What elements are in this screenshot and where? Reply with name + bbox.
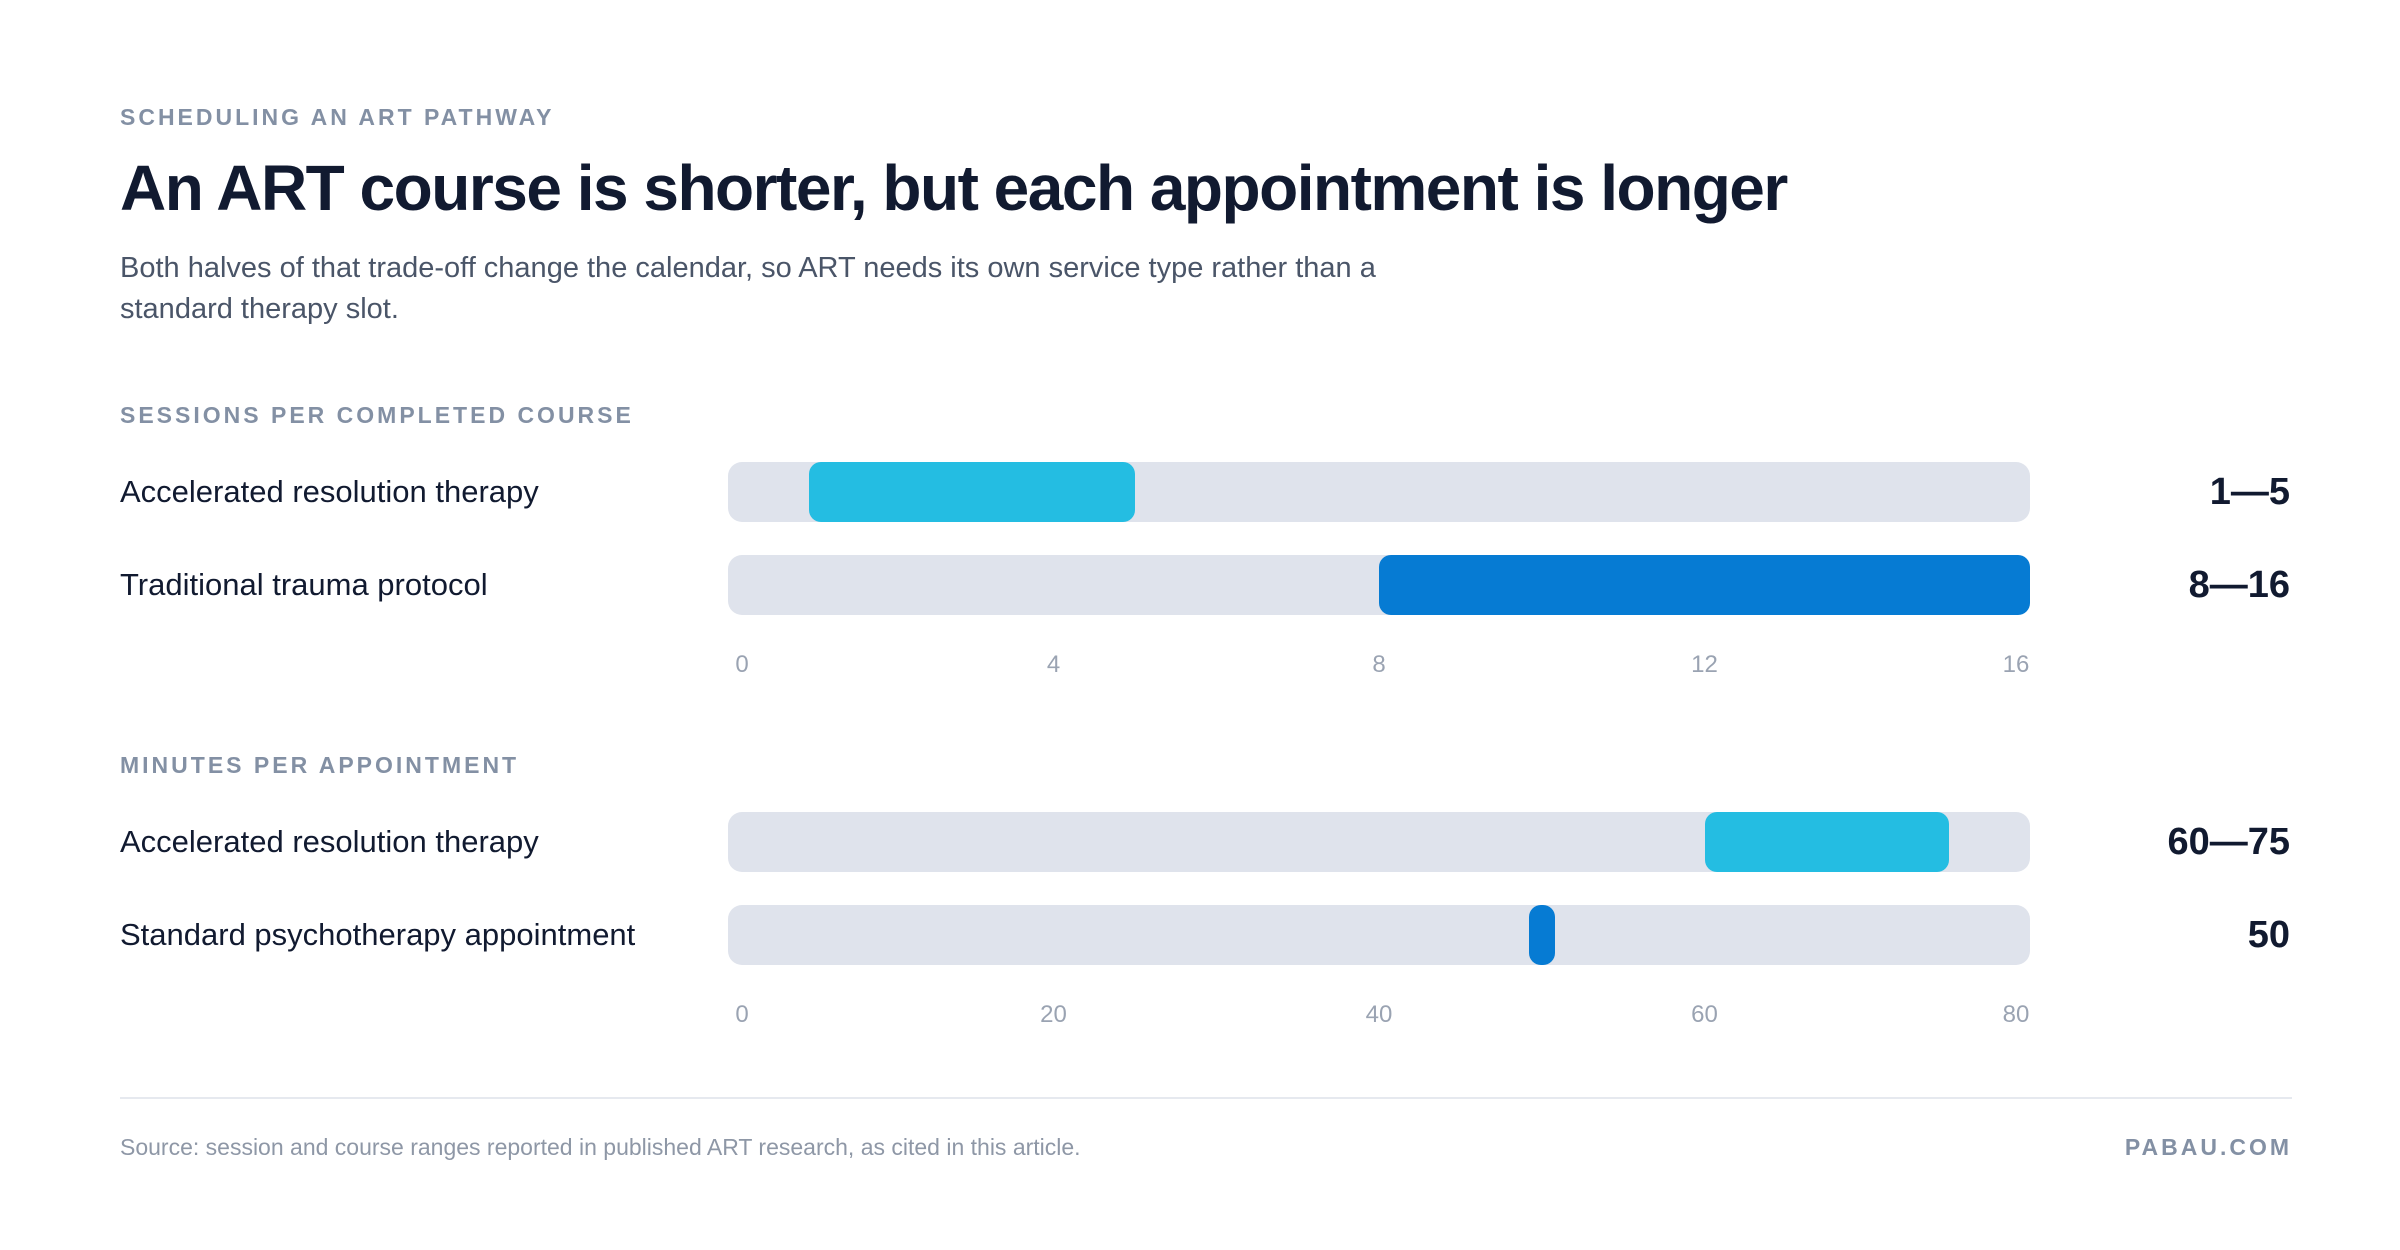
bar-range	[1379, 555, 2030, 615]
bar-range	[809, 462, 1135, 522]
page-subtitle: Both halves of that trade-off change the…	[120, 252, 1376, 325]
bar-range	[1704, 812, 1949, 872]
row-label: Accelerated resolution therapy	[120, 824, 539, 859]
x-tick-label: 60	[1691, 1001, 1718, 1028]
source-note: Source: session and course ranges report…	[120, 1134, 1081, 1160]
row-label: Standard psychotherapy appointment	[120, 917, 636, 952]
brand-link[interactable]: PABAU.COM	[2124, 1134, 2292, 1160]
page-title: An ART course is shorter, but each appoi…	[120, 152, 1788, 224]
chart-title: MINUTES PER APPOINTMENT	[120, 752, 520, 778]
footer-divider	[120, 1097, 2292, 1099]
x-tick-label: 20	[1040, 1001, 1067, 1028]
x-tick-label: 16	[2002, 651, 2030, 678]
x-tick-label: 40	[1365, 1001, 1393, 1028]
value-label: 50	[2247, 914, 2290, 956]
row-label: Accelerated resolution therapy	[120, 474, 539, 509]
bar-track	[728, 905, 2030, 965]
bar-track	[728, 555, 2030, 615]
chart-title: SESSIONS PER COMPLETED COURSE	[120, 402, 634, 428]
value-label: 60—75	[2167, 821, 2290, 863]
eyebrow-label: SCHEDULING AN ART PATHWAY	[120, 104, 555, 130]
bar-track	[728, 812, 2030, 872]
x-tick-label: 8	[1372, 651, 1386, 678]
x-tick-label: 80	[2002, 1001, 2030, 1028]
bar-track	[728, 462, 2030, 522]
x-tick-label: 4	[1046, 651, 1061, 678]
x-tick-label: 12	[1691, 651, 1718, 678]
x-tick-label: 0	[735, 1001, 749, 1028]
x-tick-label: 0	[735, 651, 749, 678]
value-label: 1—5	[2209, 471, 2290, 513]
row-label: Traditional trauma protocol	[120, 567, 488, 602]
value-label: 8—16	[2188, 564, 2290, 606]
bar-marker	[1528, 905, 1555, 965]
